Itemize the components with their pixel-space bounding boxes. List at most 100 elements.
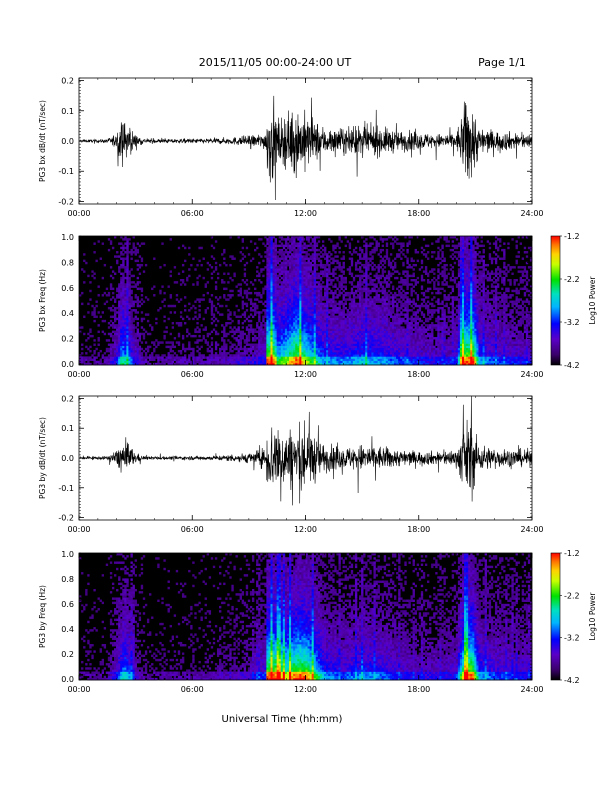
heatmap-cell <box>132 334 135 338</box>
heatmap-cell <box>330 324 333 327</box>
heatmap-cell <box>286 337 290 340</box>
heatmap-cell <box>330 298 333 301</box>
heatmap-cell <box>309 279 312 282</box>
heatmap-cell <box>114 332 117 336</box>
heatmap-cell <box>373 315 376 318</box>
heatmap-cell <box>116 324 119 327</box>
heatmap-cell <box>299 274 302 278</box>
heatmap-cell <box>116 251 119 254</box>
heatmap-cell <box>315 347 319 351</box>
heatmap-cell <box>361 291 364 295</box>
heatmap-cell <box>315 339 319 342</box>
heatmap-cell <box>348 328 352 331</box>
heatmap-cell <box>173 345 177 349</box>
heatmap-cell <box>284 298 288 301</box>
heatmap-cell <box>136 296 140 299</box>
heatmap-cell <box>280 302 284 306</box>
heatmap-cell <box>128 294 131 297</box>
heatmap-cell <box>321 345 325 349</box>
heatmap-cell <box>219 362 222 366</box>
page-number: Page 1/1 <box>478 56 526 69</box>
heatmap-cell <box>375 313 378 316</box>
heatmap-cell <box>122 300 125 303</box>
heatmap-cell <box>214 341 218 344</box>
heatmap-cell <box>305 324 308 327</box>
heatmap-cell <box>332 259 335 263</box>
heatmap-cell <box>344 326 347 329</box>
heatmap-cell <box>270 261 273 265</box>
heatmap-cell <box>307 283 310 286</box>
heatmap-cell <box>118 287 121 291</box>
heatmap-cell <box>118 283 121 286</box>
heatmap-cell <box>282 294 286 297</box>
heatmap-cell <box>282 309 286 312</box>
heatmap-cell <box>305 294 308 297</box>
heatmap-cell <box>383 291 387 295</box>
heatmap-cell <box>134 296 137 299</box>
heatmap-cell <box>373 283 376 286</box>
heatmap-cell <box>342 296 345 299</box>
heatmap-cell <box>371 349 374 353</box>
heatmap-cell <box>348 272 352 275</box>
heatmap-cell <box>120 302 123 306</box>
heatmap-cell <box>282 255 286 258</box>
heatmap-cell <box>375 349 378 353</box>
heatmap-cell <box>317 343 321 346</box>
heatmap-cell <box>128 272 131 275</box>
heatmap-cell <box>326 285 329 288</box>
heatmap-cell <box>365 266 368 269</box>
heatmap-cell <box>299 339 302 342</box>
heatmap-cell <box>354 334 358 338</box>
heatmap-cell <box>293 261 296 265</box>
heatmap-cell <box>291 259 294 263</box>
heatmap-cell <box>163 298 166 301</box>
heatmap-cell <box>369 356 372 359</box>
heatmap-cell <box>324 309 327 312</box>
heatmap-cell <box>309 339 312 342</box>
heatmap-cell <box>324 328 327 331</box>
heatmap-cell <box>291 296 294 299</box>
heatmap-cell <box>120 356 123 359</box>
heatmap-cell <box>243 341 247 344</box>
heatmap-cell <box>126 341 129 344</box>
heatmap-cell <box>346 240 350 243</box>
heatmap-cell <box>371 343 374 346</box>
heatmap-cell <box>122 272 125 275</box>
heatmap-cell <box>149 356 152 359</box>
heatmap-cell <box>324 334 327 338</box>
heatmap-cell <box>328 283 331 286</box>
heatmap-cell <box>280 352 284 355</box>
heatmap-cell <box>169 294 172 297</box>
heatmap-cell <box>369 309 372 312</box>
heatmap-cell <box>262 268 265 271</box>
heatmap-cell <box>373 343 376 346</box>
heatmap-cell <box>373 319 376 323</box>
heatmap-cell <box>301 281 304 284</box>
heatmap-cell <box>118 349 121 353</box>
heatmap-cell <box>280 270 284 273</box>
heatmap-cell <box>256 326 259 329</box>
heatmap-cell <box>97 352 100 355</box>
heatmap-cell <box>79 330 82 334</box>
heatmap-cell <box>340 341 343 344</box>
heatmap-cell <box>153 356 156 359</box>
heatmap-cell <box>340 330 343 334</box>
heatmap-cell <box>280 268 284 271</box>
heatmap-cell <box>297 259 300 263</box>
heatmap-cell <box>338 294 341 297</box>
heatmap-cell <box>163 319 166 323</box>
heatmap-cell <box>120 246 123 250</box>
heatmap-cell <box>381 330 385 334</box>
heatmap-cell <box>317 306 321 310</box>
heatmap-cell <box>299 276 302 280</box>
heatmap-cell <box>233 332 236 336</box>
heatmap-cell <box>111 309 115 312</box>
heatmap-cell <box>346 268 350 271</box>
heatmap-cell <box>262 347 265 351</box>
heatmap-cell <box>336 354 339 357</box>
heatmap-cell <box>299 319 302 323</box>
heatmap-cell <box>132 300 135 303</box>
heatmap-cell <box>289 332 292 336</box>
heatmap-cell <box>363 285 366 288</box>
heatmap-cell <box>264 332 267 336</box>
